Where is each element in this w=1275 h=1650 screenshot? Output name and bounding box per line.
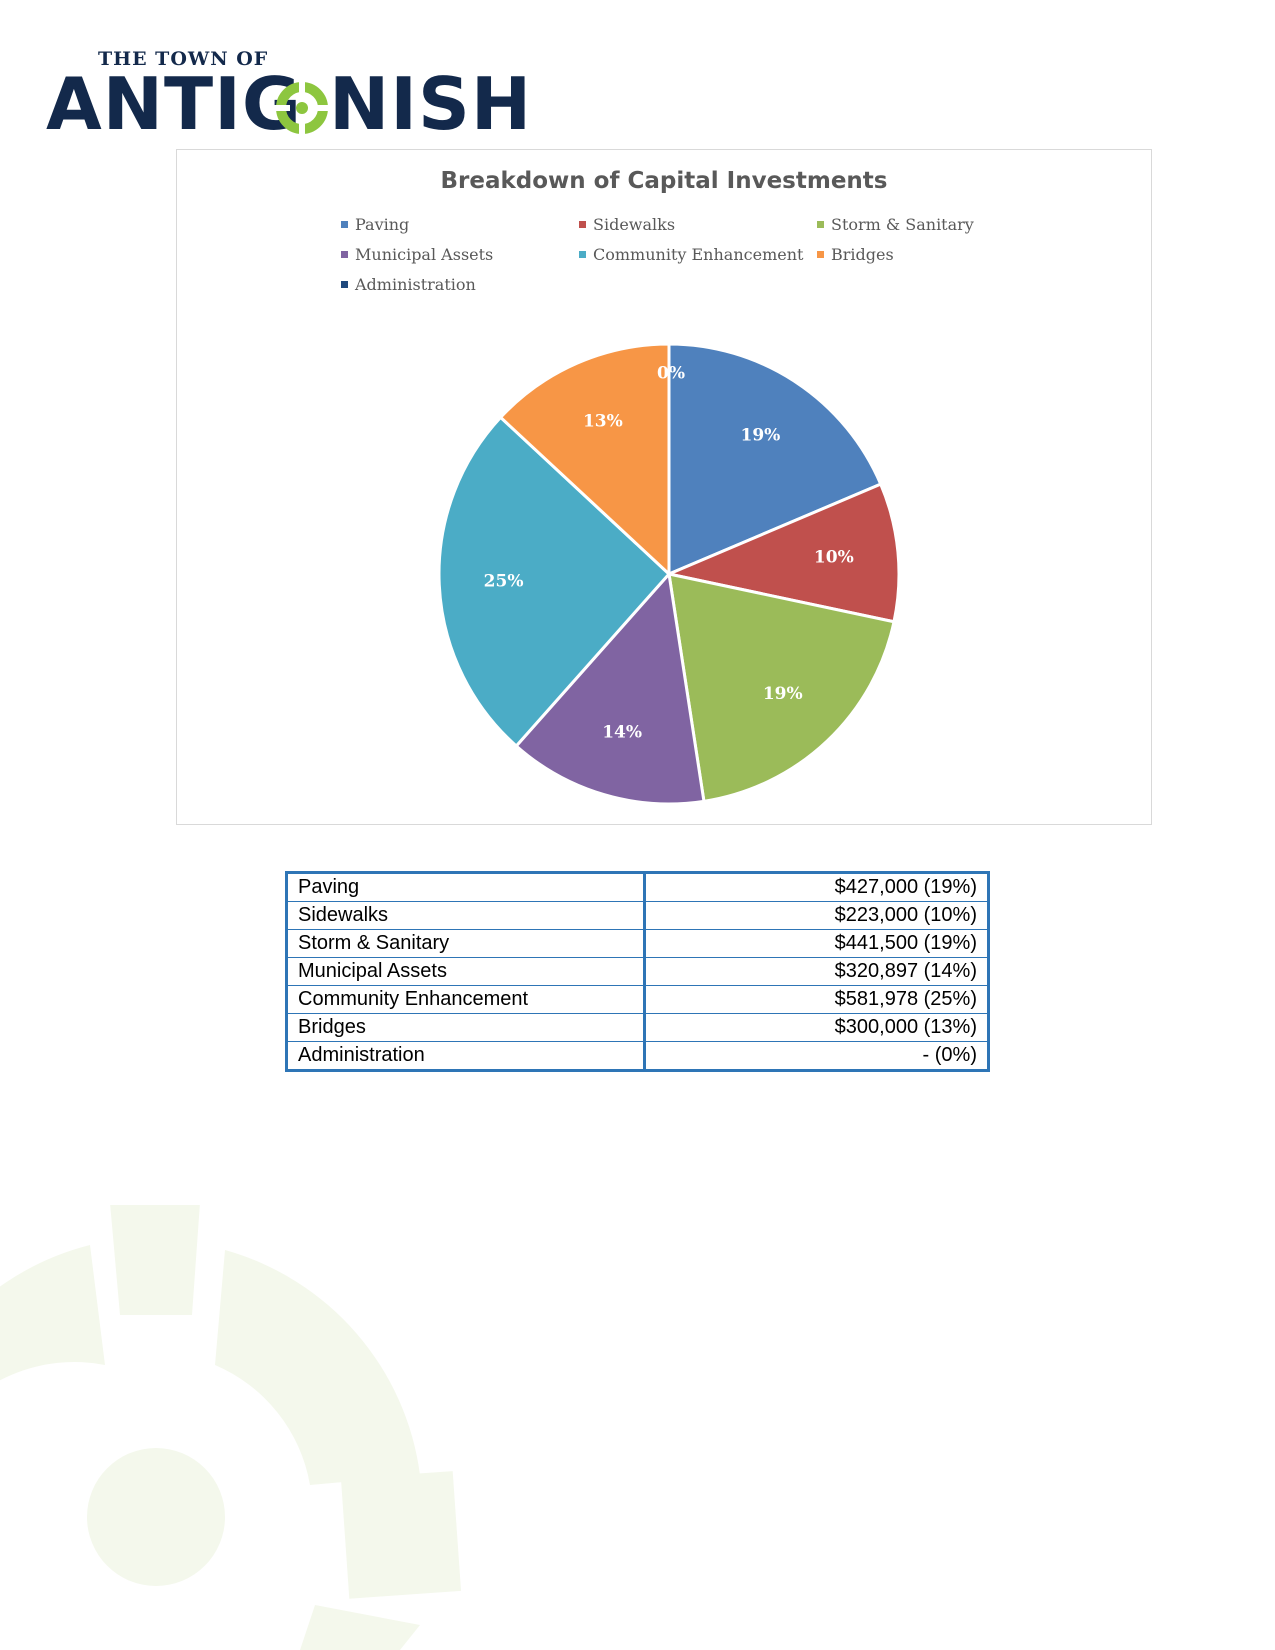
table-row: Sidewalks $223,000 (10%) [286,901,989,930]
table-category-cell: Community Enhancement [286,985,646,1014]
legend-label: Community Enhancement [593,244,804,264]
table-amount-cell: $581,978 (25%) [644,985,989,1014]
pie-slice [667,342,883,577]
table-amount-cell: $223,000 (10%) [644,901,989,930]
table-row: Storm & Sanitary $441,500 (19%) [286,929,989,958]
legend-item: Sidewalks [579,214,817,234]
table-category-cell: Bridges [286,1013,646,1042]
logo-word-right: NISH [329,62,533,146]
table-category-cell: Storm & Sanitary [286,929,646,958]
table-category-cell: Sidewalks [286,901,646,930]
legend-label: Administration [355,274,476,294]
legend-item: Storm & Sanitary [817,214,1055,234]
logo-watermark-icon [0,1205,462,1650]
table-amount-cell: $320,897 (14%) [644,957,989,986]
logo-target-icon [274,80,330,136]
legend-swatch [817,220,824,228]
table-row: Administration - (0%) [286,1041,989,1071]
pie-slice [514,570,706,806]
legend-item: Bridges [817,244,1055,264]
table-amount-cell: $300,000 (13%) [644,1013,989,1042]
legend-label: Storm & Sanitary [831,214,974,234]
pie-data-label: 25% [484,571,524,591]
legend-item: Community Enhancement [579,244,817,264]
legend-label: Sidewalks [593,214,676,234]
legend-swatch [579,250,586,258]
legend-item: Municipal Assets [341,244,579,264]
pie-data-label: 13% [583,412,623,432]
table-row: Community Enhancement $581,978 (25%) [286,985,989,1014]
logo-word-left: ANTIG [46,62,302,146]
legend-swatch [341,220,348,228]
legend-label: Municipal Assets [355,244,494,264]
pie-slice [664,482,901,624]
pie-slice [667,572,896,804]
logo-top-line: THE TOWN OF [98,48,269,70]
legend-item: Administration [341,274,579,294]
chart-legend: Paving Sidewalks Storm & Sanitary Municipal… [341,214,1061,294]
pie-slice [498,342,671,578]
table-row: Bridges $300,000 (13%) [286,1013,989,1042]
pie-data-label: 19% [763,684,803,704]
pie-data-label: 0% [657,364,685,384]
chart-title: Breakdown of Capital Investments [440,168,888,194]
pie-data-label: 14% [602,722,642,742]
legend-swatch [817,250,824,258]
table-category-cell: Paving [286,872,646,902]
legend-item: Paving [341,214,579,234]
pie-chart-plot: 19% 10% 19% 14% 25% 13% 0% [437,342,901,806]
legend-swatch [341,250,348,258]
capital-investment-table: Paving $427,000 (19%) Sidewalks $223,000 (1… [285,871,990,1072]
table-amount-cell: $427,000 (19%) [644,872,989,902]
pie-slice [437,415,672,749]
legend-label: Paving [355,214,410,234]
table-row: Municipal Assets $320,897 (14%) [286,957,989,986]
table-amount-cell: - (0%) [644,1041,989,1071]
table-amount-cell: $441,500 (19%) [644,929,989,958]
pie-data-label: 19% [740,425,780,445]
town-logo: THE TOWN OF ANTIG NISH [46,46,531,146]
legend-swatch [341,280,348,288]
legend-label: Bridges [831,244,894,264]
pie-chart: Breakdown of Capital Investments Paving S… [176,149,1152,825]
table-row: Paving $427,000 (19%) [286,872,989,902]
table-category-cell: Administration [286,1041,646,1071]
table-category-cell: Municipal Assets [286,957,646,986]
pie-data-label: 10% [814,548,854,568]
legend-swatch [579,220,586,228]
